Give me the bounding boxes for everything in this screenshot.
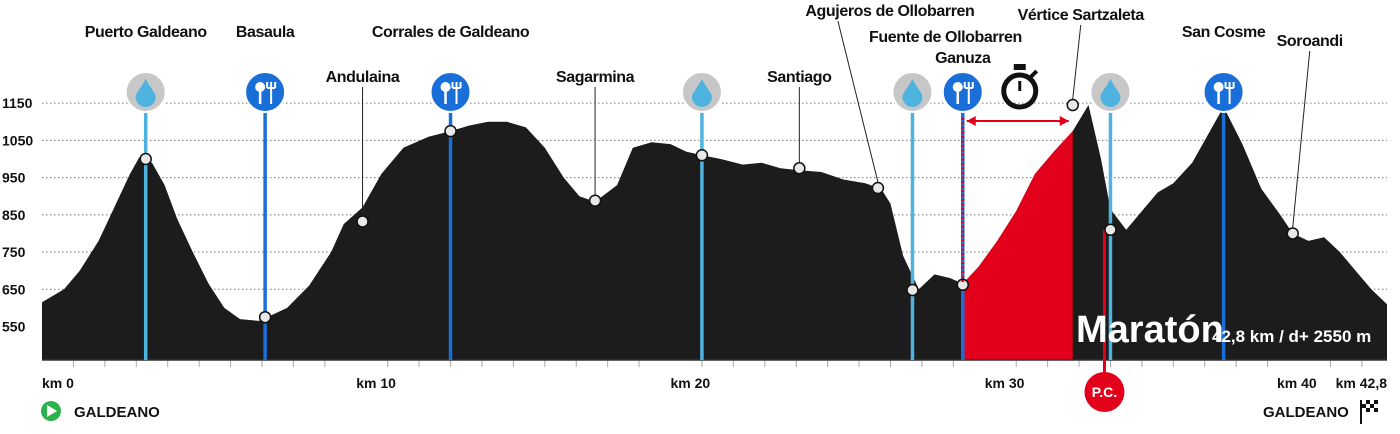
- water-drop-icon: [902, 79, 923, 107]
- spoon-icon: [952, 82, 963, 92]
- waypoint-icons: [124, 71, 1245, 113]
- y-tick-label: 1050: [2, 132, 33, 148]
- label-leader: [837, 20, 879, 183]
- waypoint-marker: [444, 124, 457, 138]
- label-leader: [1072, 24, 1082, 100]
- waypoint-label: Fuente de Ollobarren: [869, 29, 1022, 46]
- y-tick-label: 550: [2, 319, 26, 335]
- y-tick-label: 950: [2, 170, 26, 186]
- spoon-icon: [255, 82, 266, 92]
- stopwatch-button: [1029, 69, 1039, 79]
- waypoint-label: Corrales de Galdeano: [372, 24, 530, 41]
- food-icon: [244, 71, 287, 113]
- food-icon: [941, 71, 984, 113]
- x-tick-label: km 20: [671, 375, 711, 391]
- waypoint-marker: [139, 152, 152, 166]
- start-marker: GALDEANO: [41, 401, 160, 421]
- water-drop-icon: [1100, 79, 1121, 107]
- checkered-flag-icon: [1360, 400, 1378, 424]
- waypoint-label: Puerto Galdeano: [85, 24, 208, 41]
- finish-label: GALDEANO: [1263, 404, 1349, 421]
- timed-segment: [961, 64, 1069, 284]
- chart-subtitle: 42,8 km / d+ 2550 m: [1212, 327, 1371, 346]
- x-axis: km 0 km 10 km 20 km 30 km 40 km 42,8: [42, 375, 1387, 391]
- checkpoint-label: P.C.: [1092, 384, 1117, 400]
- start-label: GALDEANO: [74, 404, 160, 421]
- waypoint-marker: [588, 194, 602, 207]
- fork-icon: [1224, 82, 1235, 104]
- stopwatch-icon: [1001, 72, 1039, 110]
- food-icon: [429, 71, 472, 113]
- checkpoint-circle: [1084, 372, 1125, 412]
- chart-title: Maratón: [1076, 309, 1224, 351]
- label-leader: [1292, 50, 1311, 228]
- x-tick-label: km 10: [356, 375, 396, 391]
- fork-icon: [451, 82, 462, 104]
- waypoint-marker: [356, 215, 369, 228]
- spoon-icon: [1213, 82, 1224, 92]
- waypoint-marker: [1066, 98, 1079, 112]
- y-tick-label: 650: [2, 281, 26, 297]
- finish-marker: GALDEANO: [1263, 400, 1378, 424]
- waypoint-label: Sagarmina: [556, 69, 635, 86]
- waypoint-marker: [695, 149, 709, 162]
- x-tick-label: km 40: [1277, 375, 1317, 391]
- water-drop-icon: [691, 79, 712, 107]
- waypoint-marker: [871, 181, 885, 195]
- waypoint-marker: [906, 283, 919, 297]
- waypoint-label: Santiago: [767, 69, 832, 86]
- food-icon: [1202, 71, 1245, 113]
- play-triangle-icon: [47, 405, 57, 417]
- waypoint-marker: [1286, 227, 1299, 240]
- x-tick-label: km 42,8: [1336, 375, 1388, 391]
- arrow-right-icon: [1059, 116, 1069, 126]
- checkpoint-badge: P.C.: [1084, 372, 1125, 412]
- waypoint-marker: [793, 162, 806, 175]
- waypoint-label: Ganuza: [935, 50, 991, 67]
- waypoint-labels: Puerto Galdeano Basaula Andulaina Corrales …: [85, 3, 1343, 228]
- y-tick-label: 750: [2, 244, 26, 260]
- stopwatch-crown: [1013, 64, 1026, 70]
- y-axis: 550 650 750 850 950 1050 1150: [2, 95, 33, 334]
- waypoint-label: Vértice Sartzaleta: [1018, 7, 1145, 24]
- arrow-left-icon: [966, 116, 976, 126]
- waypoint-marker: [258, 310, 272, 324]
- fork-icon: [963, 82, 974, 104]
- waypoint-label: Basaula: [236, 24, 295, 41]
- y-tick-label: 1150: [2, 95, 33, 111]
- waypoint-label: Soroandi: [1277, 33, 1343, 50]
- water-drop-icon: [135, 79, 156, 107]
- waypoint-label: Andulaina: [326, 69, 400, 86]
- timed-segment-area: [962, 131, 1073, 360]
- waypoint-label: San Cosme: [1182, 24, 1266, 41]
- waypoint-marker: [956, 278, 970, 292]
- spoon-icon: [440, 82, 451, 92]
- waypoint-label: Agujeros de Ollobarren: [805, 3, 974, 20]
- waypoint-marker: [1104, 223, 1117, 236]
- x-tick-label: km 30: [985, 375, 1025, 391]
- fork-icon: [266, 82, 277, 104]
- y-tick-label: 850: [2, 207, 26, 223]
- x-tick-label: km 0: [42, 375, 74, 391]
